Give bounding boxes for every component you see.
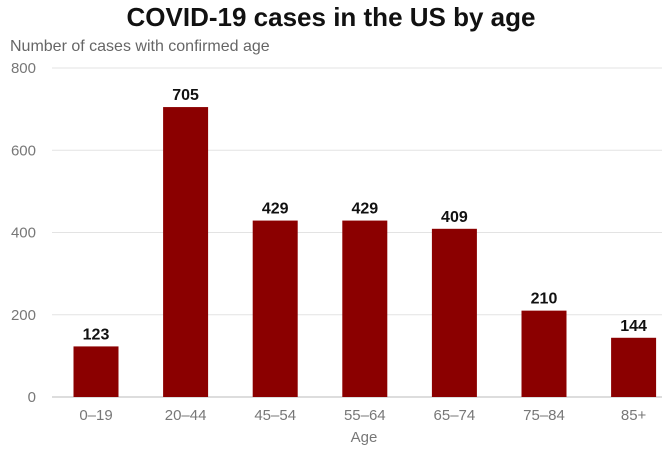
data-label: 409 (441, 209, 468, 226)
bar (163, 107, 209, 397)
data-label: 210 (531, 291, 558, 308)
data-label: 123 (83, 326, 110, 343)
data-label: 429 (351, 201, 378, 218)
bar (611, 337, 657, 397)
x-axis-title: Age (351, 429, 378, 446)
bar (521, 310, 567, 397)
y-tick-label: 200 (11, 307, 36, 324)
chart-title: COVID-19 cases in the US by age (126, 2, 536, 32)
x-tick-label: 55–64 (344, 407, 386, 424)
x-tick-label: 20–44 (165, 407, 207, 424)
data-labels: 123 705 429 429 409 210 144 (83, 87, 647, 343)
bar (252, 220, 298, 397)
x-tick-label: 85+ (621, 407, 647, 424)
data-label: 144 (620, 318, 647, 335)
y-axis-ticks: 0 200 400 600 800 (11, 60, 36, 406)
x-tick-label: 45–54 (254, 407, 296, 424)
x-axis-ticks: 0–19 20–44 45–54 55–64 65–74 75–84 85+ (79, 407, 646, 424)
bar (342, 220, 388, 397)
y-tick-label: 0 (28, 389, 36, 406)
bars (73, 107, 657, 397)
data-label: 705 (172, 87, 199, 104)
bar (73, 346, 119, 397)
y-tick-label: 800 (11, 60, 36, 77)
y-tick-label: 400 (11, 225, 36, 242)
data-label: 429 (262, 201, 289, 218)
x-tick-label: 75–84 (523, 407, 565, 424)
chart-subtitle: Number of cases with confirmed age (10, 38, 270, 55)
bar (431, 228, 477, 397)
x-tick-label: 0–19 (79, 407, 112, 424)
x-tick-label: 65–74 (434, 407, 476, 424)
y-tick-label: 600 (11, 142, 36, 159)
